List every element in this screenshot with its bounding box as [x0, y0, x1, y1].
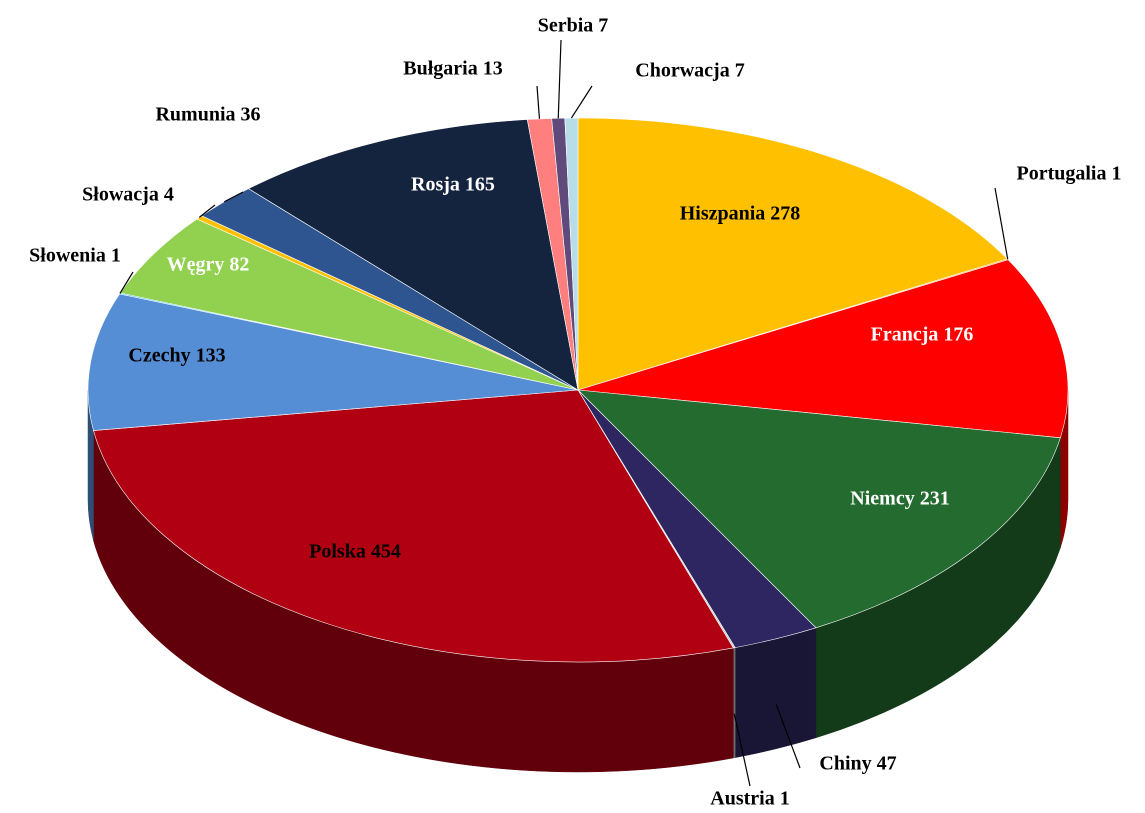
slice: [564, 117, 579, 391]
slice: [87, 293, 579, 431]
data-label: Chiny 47: [819, 753, 896, 775]
leader-line: [198, 204, 216, 218]
leader-line: [733, 713, 751, 787]
data-label: Słowenia 1: [29, 245, 121, 267]
slice: [577, 117, 1008, 391]
data-label: Węgry 82: [167, 254, 250, 276]
slice-side: [734, 627, 817, 758]
data-label: Bułgaria 13: [403, 58, 502, 80]
leader-line: [536, 85, 541, 119]
data-label: Polska 454: [309, 541, 401, 563]
leader-line: [223, 191, 244, 203]
data-label: Hiszpania 278: [680, 203, 801, 225]
leader-line: [994, 187, 1009, 260]
leader-line: [557, 39, 562, 119]
data-label: Słowacja 4: [82, 184, 174, 206]
slice-side: [733, 647, 736, 759]
data-label: Rumunia 36: [155, 104, 260, 126]
data-label: Portugalia 1: [1017, 163, 1122, 185]
leader-line: [570, 85, 593, 119]
data-label: Austria 1: [710, 788, 789, 810]
data-label: Serbia 7: [538, 15, 609, 37]
leader-line: [775, 704, 801, 769]
slice: [93, 389, 734, 663]
data-label: Niemcy 231: [850, 488, 949, 510]
slice: [247, 119, 579, 391]
data-label: Rosja 165: [411, 174, 495, 196]
slice: [577, 259, 1069, 439]
slice: [577, 389, 1061, 629]
data-label: Chorwacja 7: [635, 60, 744, 82]
data-label: Czechy 133: [128, 345, 225, 367]
leader-line: [119, 271, 134, 294]
data-label: Francja 176: [871, 324, 974, 346]
